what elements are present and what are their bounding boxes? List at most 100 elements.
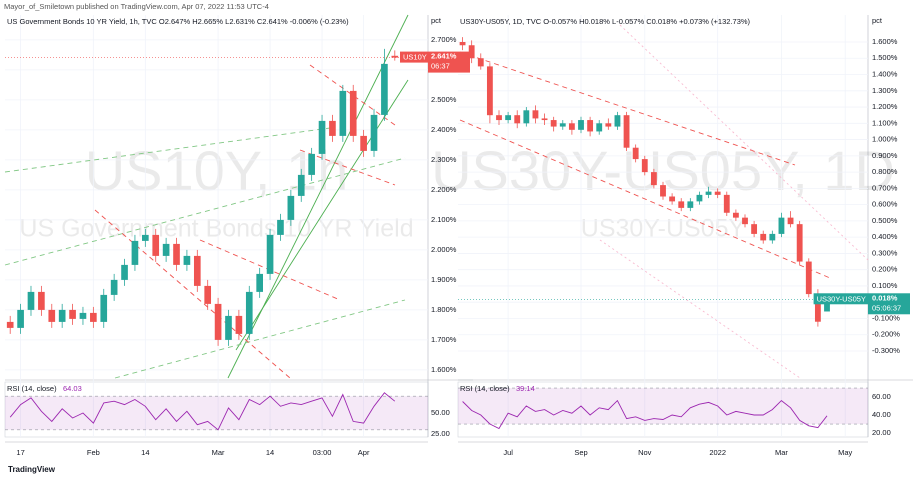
last-price-name: US10Y [403,53,427,62]
candle-body [339,90,347,136]
candle-body [705,191,712,195]
candle-body [587,120,594,132]
last-price-name: US30Y-US05Y [817,294,866,303]
y-tick-label: 2.300% [431,155,457,164]
y-tick-label: 1.300% [872,86,898,95]
x-tick-label: Feb [87,448,100,457]
y-tick-label: 1.900% [431,275,457,284]
y-tick-label: 2.000% [431,245,457,254]
candle-body [17,309,24,328]
rsi-tick-label: 60.00 [872,392,891,401]
y-tick-label: 1.500% [872,53,898,62]
candle-body [514,115,521,124]
candle-body [623,115,630,148]
y-tick-label: 2.700% [431,35,457,44]
rsi-tick-label: 20.00 [872,428,891,437]
candle-body [360,135,367,151]
legend: US30Y-US05Y, 1D, TVC O-0.057% H0.018% L-… [460,17,751,26]
last-price-time: 05:06:37 [872,303,901,312]
candle-body [152,234,160,256]
x-tick-label: 14 [266,448,274,457]
x-tick-label: Apr [358,448,370,457]
dotted-line [599,239,801,379]
y-tick-label: 0.700% [872,183,898,192]
last-price-label: 0.018% [872,293,898,302]
candle-body [796,224,803,262]
candle-body [578,120,584,130]
candle-body [381,63,388,115]
candle-body [505,115,512,121]
y-tick-label: 0.400% [872,232,898,241]
y-tick-label: 1.100% [872,118,898,127]
candle-body [183,255,191,265]
candle-body [596,123,603,132]
x-tick-label: Sep [574,448,587,457]
trend-lines [4,14,869,379]
candle-body [131,240,139,265]
candle-body [245,291,253,334]
candle-body [477,58,484,67]
publish-note: Mayor_of_Smiletown published on TradingV… [4,2,269,11]
candle-body [173,243,180,265]
rsi-last: 64.03 [63,384,82,393]
candle-body [687,201,694,208]
candle-body [787,217,794,225]
y-tick-label: 2.100% [431,215,457,224]
axis-unit: pct [431,16,442,25]
dashed-line [299,149,396,186]
rsi-line [462,399,828,430]
candle-body [678,201,685,208]
x-tick-label: 03:00 [313,448,332,457]
candle-body [308,153,315,175]
y-tick-label: 0.800% [872,167,898,176]
last-price-bg [428,51,470,73]
rsi-legend: RSI (14, close) [460,384,510,393]
dashed-line [459,51,796,166]
dashed-line [4,157,406,266]
candle-body [204,285,212,304]
candle-body [329,120,336,136]
x-tick-label: 17 [16,448,24,457]
rsi-legend: RSI (14, close) [7,384,57,393]
candle-body [256,273,263,292]
y-tick-label: 0.500% [872,216,898,225]
x-tick-label: 2022 [709,448,726,457]
candle-body [121,264,128,280]
dashed-line [459,119,831,279]
rsi-line [9,392,396,431]
candle-body [391,55,399,58]
candle-body [669,196,676,202]
y-tick-label: -0.200% [872,330,900,339]
x-tick-label: May [838,448,852,457]
rsi-tick-label: 40.00 [872,410,891,419]
candle-body [496,115,502,121]
y-tick-label: 1.000% [872,135,898,144]
candle-body [110,279,118,295]
candle-body [297,174,305,196]
candle-body [38,291,45,310]
candle-body [193,255,201,286]
candle-body [559,123,566,127]
candle-body [805,261,812,295]
x-tick-label: Mar [212,448,225,457]
last-price-bg [868,293,910,315]
axis-unit: pct [872,16,883,25]
candle-body [541,118,548,121]
candle-body [225,315,232,340]
dashed-line [4,127,331,173]
candle-body [550,120,557,127]
candle-body [769,233,776,241]
candle-body [660,185,666,197]
candle-body [277,219,284,235]
candle-body [614,115,621,127]
last-price-name-bg [813,293,868,305]
y-tick-label: 2.200% [431,185,457,194]
candle-body [641,159,648,173]
y-tick-label: 0.900% [872,151,898,160]
x-tick-label: 14 [141,448,149,457]
candle-body [142,234,149,241]
y-tick-label: 1.600% [431,365,457,374]
dotted-line [619,24,869,261]
candle-body [468,45,475,59]
